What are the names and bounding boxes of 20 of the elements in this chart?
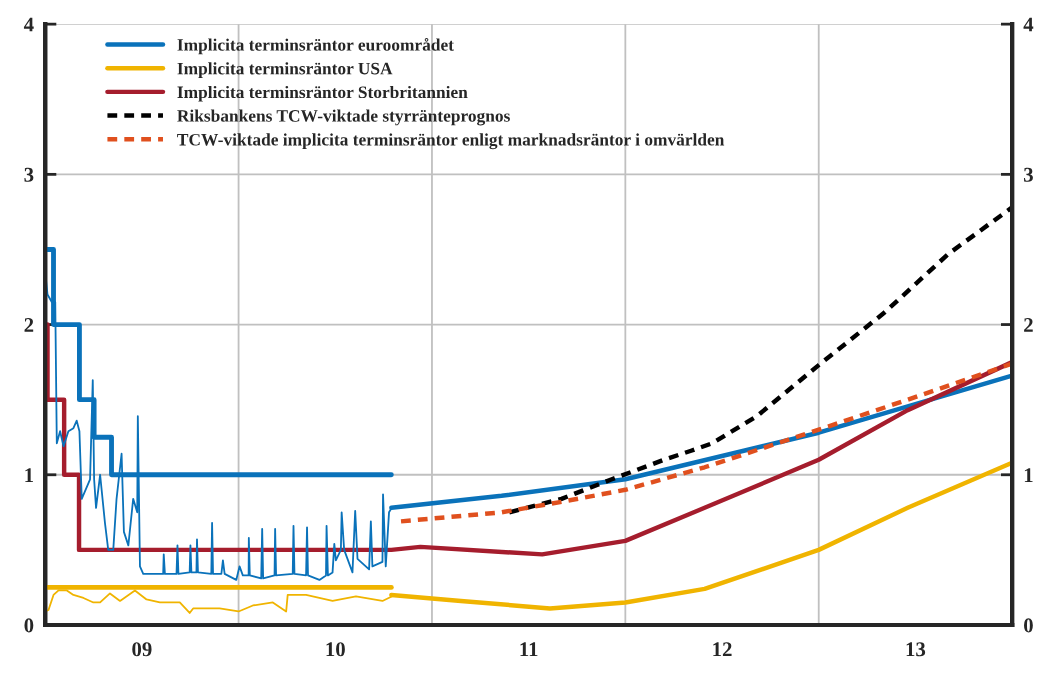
x-tick-label: 12	[713, 642, 732, 657]
y-tick-label: 1	[25, 468, 33, 482]
legend-label: Implicita terminsräntor Storbritannien	[177, 85, 468, 102]
y2-tick-label: 3	[1024, 167, 1033, 182]
x-tick-label: 09	[132, 642, 152, 657]
y2-tick-label: 4	[1023, 17, 1034, 32]
y-tick-label: 4	[23, 17, 34, 32]
legend-label: Implicita terminsräntor euroområdet	[177, 38, 454, 55]
x-tick-label: 10	[326, 642, 345, 657]
y-tick-label: 3	[24, 167, 34, 182]
y2-tick-label: 0	[1024, 618, 1033, 633]
legend-label: TCW-viktade implicita terminsräntor enligt marknadsräntor i omvärlden	[177, 133, 725, 150]
y-tick-label: 2	[24, 318, 34, 332]
legend-label: Riksbankens TCW-viktade styrränteprognos	[177, 109, 510, 126]
y2-tick-label: 2	[1024, 318, 1033, 332]
y-tick-label: 0	[24, 618, 34, 633]
x-tick-label: 11	[520, 642, 538, 657]
legend-label: Implicita terminsräntor USA	[177, 62, 393, 78]
x-tick-label: 13	[906, 642, 926, 657]
y2-tick-label: 1	[1024, 468, 1033, 482]
